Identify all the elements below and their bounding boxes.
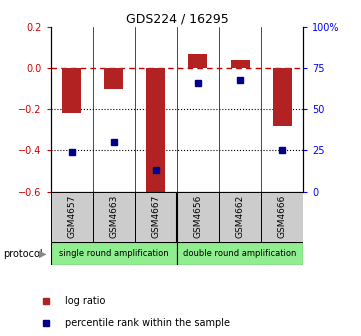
Text: GSM4656: GSM4656 [193, 195, 203, 239]
Bar [261, 192, 303, 242]
Text: GSM4663: GSM4663 [109, 195, 118, 239]
Bar [104, 68, 123, 89]
Text: GSM4666: GSM4666 [278, 195, 287, 239]
Text: GSM4662: GSM4662 [236, 195, 244, 238]
Text: GSM4657: GSM4657 [67, 195, 76, 239]
Bar [93, 192, 135, 242]
Title: GDS224 / 16295: GDS224 / 16295 [126, 13, 228, 26]
Bar [231, 60, 249, 68]
Text: percentile rank within the sample: percentile rank within the sample [65, 318, 230, 328]
Bar [51, 192, 93, 242]
Bar [219, 192, 261, 242]
Bar [177, 192, 219, 242]
Bar [62, 68, 81, 113]
Text: ▶: ▶ [39, 249, 46, 259]
Text: double round amplification: double round amplification [183, 249, 297, 258]
Bar [188, 54, 208, 68]
Text: GSM4667: GSM4667 [151, 195, 160, 239]
Bar [177, 242, 303, 265]
Bar [146, 68, 165, 196]
Text: single round amplification: single round amplification [59, 249, 169, 258]
Bar [135, 192, 177, 242]
Text: log ratio: log ratio [65, 296, 105, 306]
Text: protocol: protocol [4, 249, 43, 259]
Bar [273, 68, 292, 126]
Bar [51, 242, 177, 265]
